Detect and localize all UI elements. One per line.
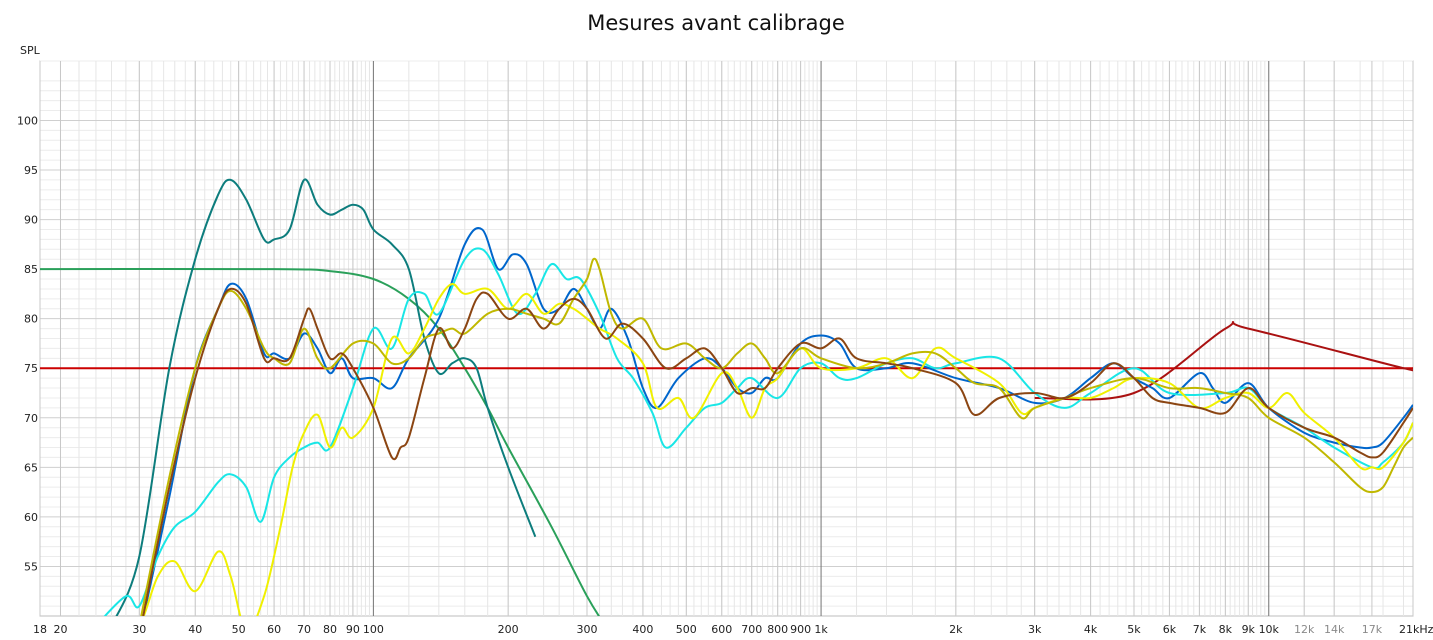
x-tick-label: 18: [33, 623, 47, 636]
x-tick-label: 9k: [1242, 623, 1256, 636]
x-tick-label: 3k: [1028, 623, 1042, 636]
series-line-9: [142, 287, 1413, 616]
x-tick-label: 17k: [1362, 623, 1383, 636]
x-tick-label: 1k: [814, 623, 828, 636]
y-tick-labels: 55 60 65 70 75 80 85 90 95 100: [17, 114, 38, 573]
y-tick-label: 90: [24, 214, 38, 227]
x-tick-label: 90: [346, 623, 360, 636]
y-tick-label: 60: [24, 511, 38, 524]
y-tick-label: 100: [17, 114, 38, 127]
x-tick-label: 900: [790, 623, 811, 636]
major-gridlines: [39, 61, 1414, 616]
x-tick-label: 20: [53, 623, 67, 636]
x-tick-label: 80: [323, 623, 337, 636]
x-tick-label: 5k: [1127, 623, 1141, 636]
y-axis-label: SPL: [20, 44, 41, 57]
chart-title: Mesures avant calibrage: [587, 11, 845, 35]
series-line-3: [1034, 321, 1413, 401]
series-line-6: [103, 247, 1413, 616]
x-tick-label: 100: [363, 623, 384, 636]
x-tick-label: 400: [632, 623, 653, 636]
y-tick-label: 75: [24, 362, 38, 375]
series-line-4: [115, 178, 537, 616]
x-tick-label: 800: [767, 623, 788, 636]
y-tick-label: 85: [24, 263, 38, 276]
minor-gridlines: [39, 60, 1413, 616]
x-axis-unit: kHz: [1413, 623, 1433, 636]
y-tick-label: 70: [24, 412, 38, 425]
x-tick-label: 14k: [1324, 623, 1345, 636]
x-tick-label: 60: [267, 623, 281, 636]
x-tick-label: 12k: [1294, 623, 1315, 636]
x-tick-labels: 18 20 30 40 50 60 70 80 90 100 200 300 400 500 600 700 8…: [33, 623, 1413, 636]
series-line-8: [140, 257, 1413, 616]
x-tick-label: 500: [676, 623, 697, 636]
x-tick-label: 200: [498, 623, 519, 636]
y-tick-label: 65: [24, 461, 38, 474]
x-tick-label: 50: [232, 623, 246, 636]
x-tick-label: 21: [1399, 623, 1413, 636]
series-layer: [40, 178, 1413, 616]
series-line-5: [142, 227, 1413, 616]
x-tick-label: 8k: [1219, 623, 1233, 636]
x-tick-label: 700: [741, 623, 762, 636]
x-tick-label: 2k: [949, 623, 963, 636]
x-tick-label: 600: [711, 623, 732, 636]
y-tick-label: 55: [24, 560, 38, 573]
x-tick-label: 40: [188, 623, 202, 636]
x-tick-label: 10k: [1259, 623, 1280, 636]
x-tick-label: 6k: [1163, 623, 1177, 636]
y-tick-label: 95: [24, 164, 38, 177]
x-tick-label: 70: [297, 623, 311, 636]
x-tick-label: 30: [132, 623, 146, 636]
x-tick-label: 4k: [1084, 623, 1098, 636]
x-tick-label: 7k: [1193, 623, 1207, 636]
x-tick-label: 300: [576, 623, 597, 636]
y-tick-label: 80: [24, 313, 38, 326]
